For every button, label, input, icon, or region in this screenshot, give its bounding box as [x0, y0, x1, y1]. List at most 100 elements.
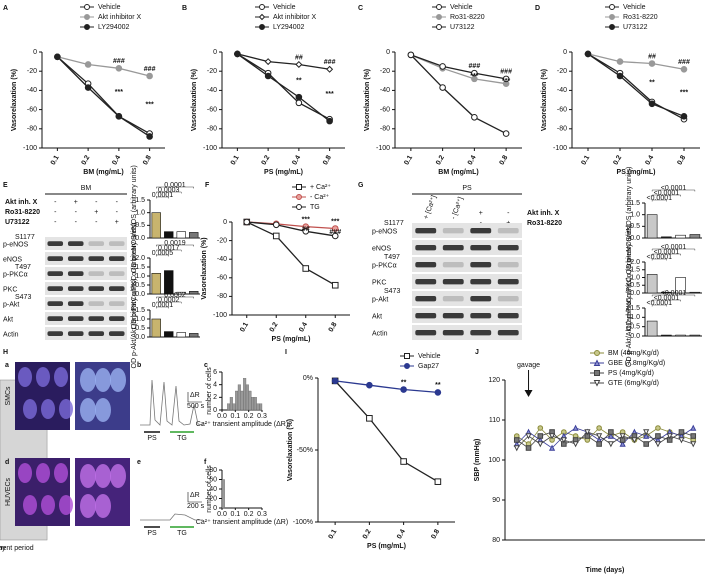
data-point	[366, 415, 373, 422]
lane-mark: +	[115, 219, 119, 226]
legend-label: Vehicle	[623, 4, 646, 11]
treatment-label: TG	[177, 530, 187, 537]
bracket	[651, 189, 696, 192]
data-point	[434, 389, 442, 396]
cell	[95, 368, 111, 392]
blot-band	[67, 256, 84, 262]
blot-band	[67, 271, 84, 277]
y-tick-label: -100	[23, 145, 37, 152]
sub-panel-letter: a	[5, 362, 9, 369]
bracket	[651, 199, 667, 202]
blot-band	[415, 227, 437, 234]
histogram-bar	[243, 378, 247, 411]
series-line	[237, 53, 330, 70]
cell	[59, 495, 73, 515]
y-tick-label: -60	[557, 106, 567, 113]
x-tick-label: 0.1	[328, 528, 339, 540]
blot-band	[415, 329, 437, 336]
y-tick-label: -40	[217, 256, 227, 263]
x-tick-label: 0.1	[239, 321, 250, 333]
significance: ###	[500, 69, 512, 76]
cell	[80, 398, 96, 422]
histogram-bar	[259, 403, 263, 411]
legend-marker	[609, 24, 615, 30]
legend-marker	[609, 14, 615, 20]
legend-label: PS (4mg/Kg/d)	[608, 370, 654, 377]
legend-label: Vehicle	[418, 353, 441, 360]
blot-band	[108, 271, 125, 277]
blot-strip	[45, 297, 127, 310]
bar	[176, 231, 186, 239]
sub-panel-letter: e	[137, 459, 141, 466]
data-point	[572, 424, 579, 431]
row-label: Actin	[3, 331, 19, 338]
x-tick-label: 0.1	[230, 511, 240, 518]
x-tick-label: 0.2	[435, 154, 446, 166]
histogram-bar	[229, 397, 233, 411]
significance: ***	[331, 218, 339, 225]
blot-band	[470, 295, 492, 302]
blot-band	[108, 286, 125, 292]
y-axis-label: OD p-PKCα/PKCα (arbitrary units)	[626, 224, 633, 331]
legend-label: Ro31-8220	[623, 14, 658, 21]
data-point	[584, 429, 591, 436]
p-value: <0.0001	[654, 190, 680, 197]
y-tick-label: -60	[380, 106, 390, 113]
blot-strip	[412, 308, 522, 323]
blot-band	[497, 329, 519, 336]
y-tick-label: 0	[213, 505, 217, 512]
blot-band	[47, 241, 64, 247]
y-tick-label: 90	[492, 497, 500, 504]
blot-strip	[412, 274, 522, 289]
series-line	[56, 56, 150, 135]
blot-band	[470, 261, 492, 268]
cell	[80, 464, 96, 488]
x-axis-label: PS (mg/mL)	[264, 169, 303, 176]
data-point	[502, 130, 510, 137]
legend-label: U73122	[623, 24, 648, 31]
data-point	[439, 84, 446, 91]
data-point	[678, 429, 685, 435]
row-label: p-Akt	[372, 296, 388, 303]
data-point	[146, 133, 153, 140]
bracket	[651, 299, 681, 302]
y-tick-label: 0.5	[630, 223, 640, 230]
series-line	[410, 54, 507, 80]
row-label: Akt	[3, 316, 13, 323]
blot-band	[497, 244, 519, 251]
bracket	[156, 196, 169, 199]
bar	[675, 234, 686, 239]
y-tick-label: 0.5	[630, 324, 640, 331]
data-point	[643, 429, 650, 436]
blot-band	[497, 261, 519, 268]
row-site: S1177	[15, 234, 35, 241]
blot-band	[442, 329, 464, 336]
bar	[164, 231, 174, 239]
bracket	[156, 254, 169, 257]
bracket	[651, 194, 681, 197]
significance: ***	[470, 73, 478, 80]
x-tick-label: 0.8	[430, 528, 441, 540]
y-tick-label: 0.0	[630, 333, 640, 340]
y-tick-label: -100%	[293, 519, 313, 526]
x-axis-label: BM (mg/mL)	[83, 169, 123, 176]
treatment-label: PS	[147, 530, 157, 537]
data-point	[525, 445, 532, 451]
lane-mark: -	[54, 219, 57, 226]
bar	[661, 236, 672, 239]
data-point	[272, 232, 280, 240]
y-tick-label: -40	[27, 87, 37, 94]
y-tick-label: 0	[223, 219, 227, 226]
x-axis-label: BM (mg/mL)	[438, 169, 478, 176]
blot-band	[108, 256, 125, 262]
blot-band	[442, 244, 464, 251]
p-value: 0.0017	[158, 245, 180, 252]
significance: ###	[113, 58, 125, 65]
blot-strip	[45, 327, 127, 340]
y-axis-label: number of cells	[206, 465, 213, 513]
legend-marker	[296, 204, 302, 210]
x-tick-label: 0.2	[261, 154, 272, 166]
blot-band	[442, 261, 464, 268]
